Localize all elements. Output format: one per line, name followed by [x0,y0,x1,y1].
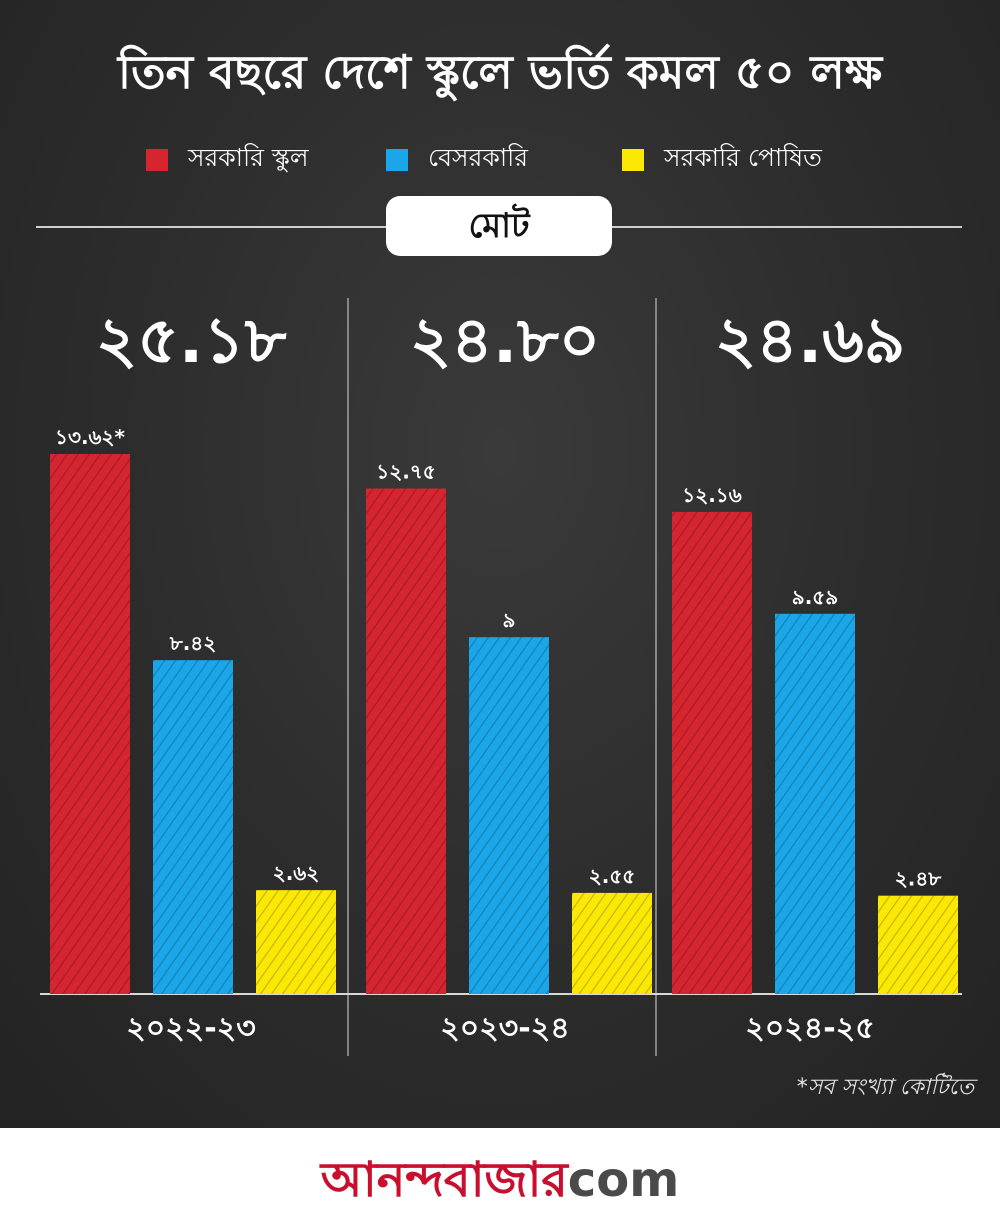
data-label-government-3: ১২.১৬ [682,483,742,507]
data-label-government-1: ১৩.৬২* [55,425,126,449]
data-label-private-3: ৯.৫৯ [792,585,839,609]
x-tick-label-3: ২০২৪-২৫ [745,1011,874,1046]
x-tick-label-1: ২০২২-২৩ [126,1011,256,1046]
bar-chart: ২৫.১৮ ১৩.৬২* ৮.৪২ ২.৬২ ২০২২-২৩ ২৪.৮০ ১২.৭৫ ৯ ২.৫… [40,298,962,1056]
chart-title: তিন বছরে দেশে স্কুলে ভর্তি কমল ৫০ লক্ষ [117,45,883,99]
data-label-aided-2: ২.৫৫ [589,864,636,888]
legend-label-government: সরকারি স্কুল [188,143,309,172]
divider-left [36,226,386,228]
legend: সরকারি স্কুল বেসরকারি সরকারি পোষিত [0,138,1000,178]
brand-logo: আনন্দবাজারcom [0,1148,1000,1212]
legend-swatch-government [146,149,168,171]
bar-texture-private-3 [775,613,855,994]
legend-swatch-private [386,149,408,171]
legend-label-private: বেসরকারি [428,143,528,172]
divider-right [612,226,962,228]
legend-swatch-aided [622,149,644,171]
data-label-aided-3: ২.৪৮ [895,867,943,891]
x-tick-label-2: ২০২৩-২৪ [440,1011,569,1046]
total-value-1: ২৫.১৮ [96,304,287,378]
total-value-3: ২৪.৬৯ [715,304,906,378]
bar-texture-government-1 [50,454,130,994]
bar-texture-government-2 [366,488,446,994]
legend-label-aided: সরকারি পোষিত [664,143,822,172]
total-badge: মোট [386,196,612,256]
brand-name: আনন্দবাজার [320,1152,568,1208]
data-label-private-2: ৯ [503,608,516,632]
footer [0,1128,1000,1231]
bar-texture-private-2 [469,637,549,994]
total-value-2: ২৪.৮০ [410,304,601,378]
footnote: *সব সংখ্যা কোটিতে [796,1075,974,1100]
data-label-government-2: ১২.৭৫ [376,459,436,483]
brand-suffix: com [567,1152,680,1208]
bar-texture-aided-2 [572,892,652,994]
bar-texture-aided-3 [878,895,958,994]
bar-texture-aided-1 [256,890,336,994]
data-label-private-1: ৮.৪২ [169,631,217,655]
bar-texture-government-3 [672,511,752,994]
bar-texture-private-1 [153,660,233,994]
data-label-aided-1: ২.৬২ [273,861,320,885]
